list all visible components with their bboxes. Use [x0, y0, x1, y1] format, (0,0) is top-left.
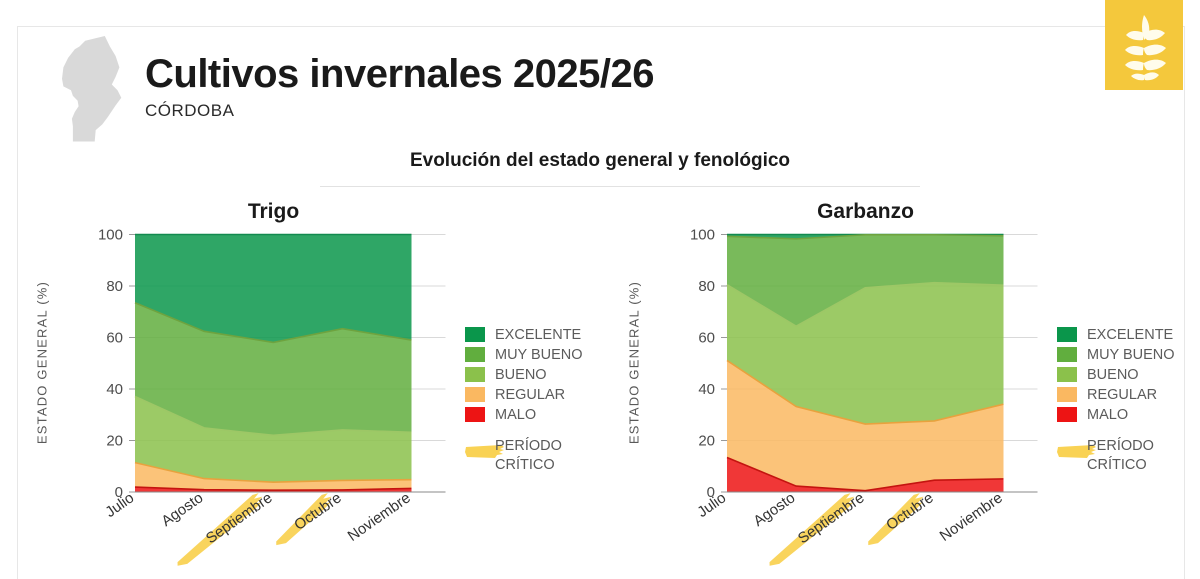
- svg-text:80: 80: [698, 278, 715, 295]
- svg-text:40: 40: [106, 381, 123, 398]
- svg-text:Septiembre: Septiembre: [203, 489, 276, 547]
- svg-text:Noviembre: Noviembre: [345, 489, 414, 545]
- svg-text:Noviembre: Noviembre: [937, 489, 1006, 545]
- svg-text:Agosto: Agosto: [750, 489, 798, 530]
- svg-text:Octubre: Octubre: [291, 489, 344, 534]
- svg-text:40: 40: [698, 381, 715, 398]
- svg-text:Septiembre: Septiembre: [795, 489, 868, 547]
- svg-text:Octubre: Octubre: [883, 489, 936, 534]
- svg-text:Julio: Julio: [694, 489, 729, 521]
- svg-text:60: 60: [106, 330, 123, 347]
- svg-text:Agosto: Agosto: [158, 489, 206, 530]
- svg-text:20: 20: [698, 433, 715, 450]
- svg-text:Julio: Julio: [102, 489, 137, 521]
- svg-text:100: 100: [690, 227, 715, 244]
- svg-text:20: 20: [106, 433, 123, 450]
- svg-text:80: 80: [106, 278, 123, 295]
- svg-text:60: 60: [698, 330, 715, 347]
- svg-text:100: 100: [98, 227, 123, 244]
